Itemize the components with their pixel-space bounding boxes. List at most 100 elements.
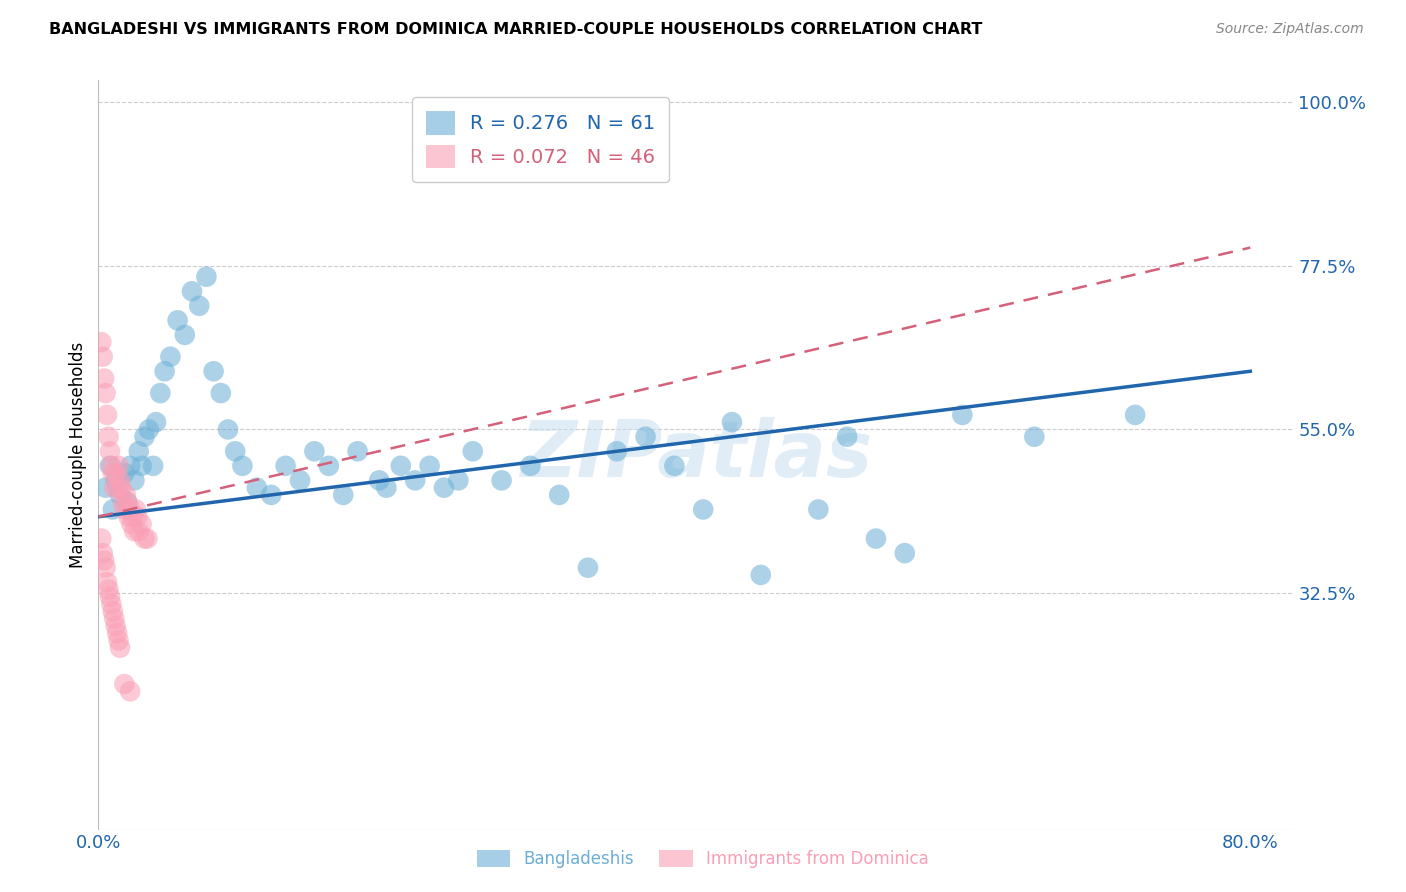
Point xyxy=(217,422,239,436)
Text: Source: ZipAtlas.com: Source: ZipAtlas.com xyxy=(1216,22,1364,37)
Point xyxy=(419,458,441,473)
Point xyxy=(94,481,117,495)
Point xyxy=(664,458,686,473)
Point xyxy=(134,430,156,444)
Point xyxy=(159,350,181,364)
Point xyxy=(115,495,138,509)
Point xyxy=(103,481,125,495)
Point xyxy=(94,386,117,401)
Point xyxy=(173,327,195,342)
Point xyxy=(893,546,915,560)
Point xyxy=(107,458,129,473)
Point xyxy=(166,313,188,327)
Point xyxy=(491,474,513,488)
Point xyxy=(90,335,112,350)
Text: BANGLADESHI VS IMMIGRANTS FROM DOMINICA MARRIED-COUPLE HOUSEHOLDS CORRELATION CH: BANGLADESHI VS IMMIGRANTS FROM DOMINICA … xyxy=(49,22,983,37)
Point xyxy=(692,502,714,516)
Point xyxy=(288,474,311,488)
Point xyxy=(111,495,134,509)
Point xyxy=(461,444,484,458)
Text: ZIPatlas: ZIPatlas xyxy=(520,417,872,493)
Point xyxy=(110,481,132,495)
Point xyxy=(115,495,138,509)
Point xyxy=(112,502,135,516)
Point xyxy=(100,597,122,611)
Point xyxy=(318,458,340,473)
Point xyxy=(98,444,121,458)
Point xyxy=(104,466,127,480)
Point xyxy=(128,524,150,539)
Point xyxy=(576,560,599,574)
Point xyxy=(108,640,131,655)
Point xyxy=(98,458,121,473)
Point xyxy=(124,524,146,539)
Point xyxy=(90,532,112,546)
Point xyxy=(246,481,269,495)
Point xyxy=(97,430,120,444)
Point xyxy=(142,458,165,473)
Point xyxy=(101,466,124,480)
Point xyxy=(121,516,143,531)
Point xyxy=(519,458,541,473)
Point xyxy=(634,430,657,444)
Point xyxy=(101,604,124,618)
Point xyxy=(96,575,118,590)
Point xyxy=(368,474,391,488)
Point xyxy=(112,466,135,480)
Point xyxy=(125,502,148,516)
Point xyxy=(94,560,117,574)
Point xyxy=(105,481,128,495)
Point xyxy=(548,488,571,502)
Point xyxy=(274,458,297,473)
Point xyxy=(138,422,160,436)
Point xyxy=(122,509,145,524)
Point xyxy=(108,474,131,488)
Legend: Bangladeshis, Immigrants from Dominica: Bangladeshis, Immigrants from Dominica xyxy=(471,843,935,875)
Point xyxy=(181,285,204,299)
Point xyxy=(837,430,859,444)
Point xyxy=(96,408,118,422)
Point xyxy=(128,444,150,458)
Point xyxy=(112,677,135,691)
Point xyxy=(749,568,772,582)
Point xyxy=(107,633,129,648)
Point xyxy=(209,386,232,401)
Point xyxy=(131,516,153,531)
Point xyxy=(101,502,124,516)
Point xyxy=(105,626,128,640)
Point xyxy=(104,474,127,488)
Point xyxy=(114,488,136,502)
Point xyxy=(304,444,326,458)
Point xyxy=(195,269,218,284)
Point xyxy=(224,444,246,458)
Point xyxy=(807,502,830,516)
Point xyxy=(93,371,115,385)
Point xyxy=(1123,408,1146,422)
Point xyxy=(108,488,131,502)
Point xyxy=(127,509,149,524)
Point xyxy=(188,299,211,313)
Y-axis label: Married-couple Households: Married-couple Households xyxy=(69,342,87,568)
Point xyxy=(91,350,114,364)
Point xyxy=(120,684,142,698)
Point xyxy=(97,582,120,597)
Point xyxy=(134,532,156,546)
Point xyxy=(100,458,122,473)
Point xyxy=(433,481,456,495)
Point xyxy=(260,488,283,502)
Point xyxy=(202,364,225,378)
Point xyxy=(447,474,470,488)
Point xyxy=(104,619,127,633)
Point xyxy=(375,481,398,495)
Point xyxy=(120,458,142,473)
Point xyxy=(1024,430,1046,444)
Legend: R = 0.276   N = 61, R = 0.072   N = 46: R = 0.276 N = 61, R = 0.072 N = 46 xyxy=(412,97,669,182)
Point xyxy=(124,474,146,488)
Point xyxy=(231,458,253,473)
Point xyxy=(91,546,114,560)
Point xyxy=(865,532,887,546)
Point xyxy=(136,532,159,546)
Point xyxy=(118,509,141,524)
Point xyxy=(145,415,167,429)
Point xyxy=(120,502,142,516)
